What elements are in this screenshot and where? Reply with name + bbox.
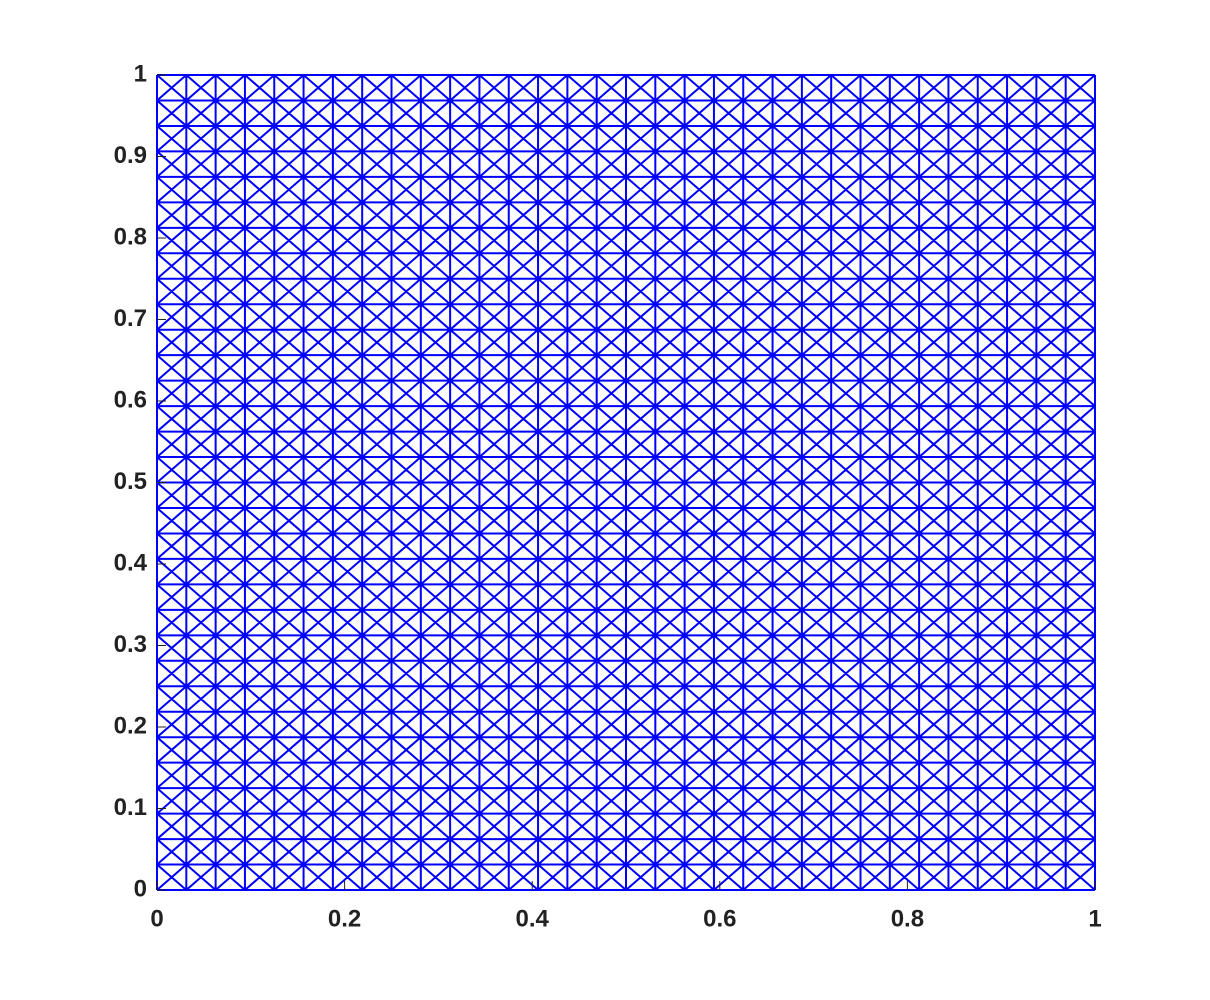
x-tick-label: 0.6 [703, 905, 736, 932]
y-tick-label: 0.4 [114, 549, 148, 576]
x-tick-label: 0 [150, 905, 163, 932]
y-tick-label: 1 [134, 60, 147, 87]
x-tick-label: 0.8 [891, 905, 924, 932]
mesh [156, 74, 1096, 891]
y-tick-label: 0.1 [114, 794, 147, 821]
y-tick-label: 0.8 [114, 223, 147, 250]
y-tick-label: 0.2 [114, 712, 147, 739]
y-tick-label: 0.6 [114, 386, 147, 413]
x-tick-label: 0.2 [328, 905, 361, 932]
y-tick-label: 0.3 [114, 631, 147, 658]
y-tick-label: 0.7 [114, 305, 147, 332]
x-tick-label: 1 [1088, 905, 1101, 932]
y-tick-label: 0.5 [114, 468, 147, 495]
x-tick-label: 0.4 [516, 905, 550, 932]
y-tick-label: 0.9 [114, 142, 147, 169]
y-tick-label: 0 [134, 875, 147, 902]
